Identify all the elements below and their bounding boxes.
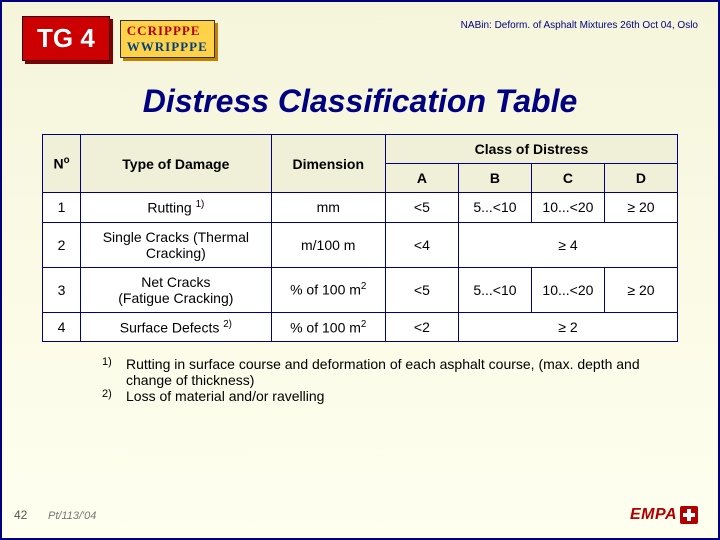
- cell-class-a: <2: [385, 312, 458, 342]
- page-number: 42: [14, 508, 27, 522]
- cell-dimension: % of 100 m2: [271, 312, 385, 342]
- cell-class-c: 10...<20: [531, 193, 604, 223]
- cell-dimension: % of 100 m2: [271, 267, 385, 312]
- cell-class-a: <5: [385, 267, 458, 312]
- cell-dimension: m/100 m: [271, 222, 385, 267]
- th-no: No: [43, 135, 81, 193]
- th-class-a: A: [385, 164, 458, 193]
- page-ref: Pt/113/'04: [48, 510, 96, 522]
- cell-class-b: 5...<10: [458, 267, 531, 312]
- th-dimension: Dimension: [271, 135, 385, 193]
- th-class-b: B: [458, 164, 531, 193]
- cell-no: 3: [43, 267, 81, 312]
- crippe-logo: CCRIPPPE WWRIPPPE: [120, 20, 215, 58]
- th-class-c: C: [531, 164, 604, 193]
- cell-class-b: 5...<10: [458, 193, 531, 223]
- empa-logo: EMPA: [630, 506, 698, 524]
- footnote-text: Rutting in surface course and deformatio…: [126, 356, 658, 388]
- th-class-of-distress: Class of Distress: [385, 135, 677, 164]
- footnotes: 1)Rutting in surface course and deformat…: [102, 356, 658, 405]
- logo-line-2: WWRIPPPE: [127, 39, 208, 55]
- footnote: 1)Rutting in surface course and deformat…: [102, 356, 658, 388]
- logo-line-1: CCRIPPPE: [127, 23, 208, 39]
- cell-type: Net Cracks(Fatigue Cracking): [81, 267, 272, 312]
- table-row: 4Surface Defects 2)% of 100 m2<2≥ 2: [43, 312, 678, 342]
- cell-type: Surface Defects 2): [81, 312, 272, 342]
- table-row: 2Single Cracks (Thermal Cracking)m/100 m…: [43, 222, 678, 267]
- tg-badge: TG 4: [22, 16, 110, 61]
- empa-text: EMPA: [630, 506, 677, 524]
- footnote: 2)Loss of material and/or ravelling: [102, 388, 658, 405]
- cell-class-bcd: ≥ 2: [458, 312, 677, 342]
- swiss-cross-icon: [680, 506, 698, 524]
- cell-class-bcd: ≥ 4: [458, 222, 677, 267]
- footnote-text: Loss of material and/or ravelling: [126, 388, 324, 405]
- slide-title: Distress Classification Table: [2, 83, 718, 120]
- cell-class-c: 10...<20: [531, 267, 604, 312]
- header-note: NABin: Deform. of Asphalt Mixtures 26th …: [461, 20, 698, 31]
- th-type: Type of Damage: [81, 135, 272, 193]
- th-class-d: D: [604, 164, 677, 193]
- cell-class-d: ≥ 20: [604, 193, 677, 223]
- distress-table: NoType of DamageDimensionClass of Distre…: [42, 134, 678, 342]
- cell-class-d: ≥ 20: [604, 267, 677, 312]
- footnote-mark: 1): [102, 356, 126, 388]
- table-header: NoType of DamageDimensionClass of Distre…: [43, 135, 678, 193]
- cell-no: 1: [43, 193, 81, 223]
- cell-type: Single Cracks (Thermal Cracking): [81, 222, 272, 267]
- table-body: 1Rutting 1)mm<55...<1010...<20≥ 202Singl…: [43, 193, 678, 342]
- table-row: 3Net Cracks(Fatigue Cracking)% of 100 m2…: [43, 267, 678, 312]
- cell-no: 2: [43, 222, 81, 267]
- cell-type: Rutting 1): [81, 193, 272, 223]
- cell-no: 4: [43, 312, 81, 342]
- cell-class-a: <4: [385, 222, 458, 267]
- footnote-mark: 2): [102, 388, 126, 405]
- cell-dimension: mm: [271, 193, 385, 223]
- table-row: 1Rutting 1)mm<55...<1010...<20≥ 20: [43, 193, 678, 223]
- cell-class-a: <5: [385, 193, 458, 223]
